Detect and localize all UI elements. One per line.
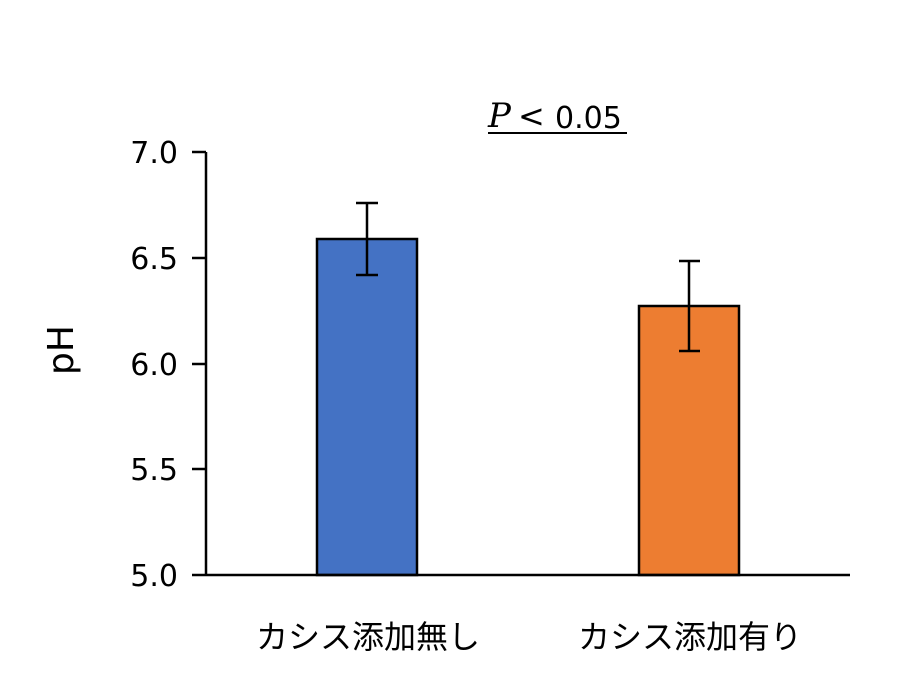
y-tick-label: 7.0 [130,136,178,171]
y-axis: 5.0 5.5 6.0 6.5 7.0 pH [41,136,208,594]
y-tick-label: 6.5 [130,242,178,277]
y-axis-label: pH [41,325,82,375]
x-tick-label: カシス添加無し [256,618,480,656]
x-axis: カシス添加無し カシス添加有り [206,573,850,656]
significance-annotation: P < 0.05 [487,96,627,136]
bar-series [315,201,741,577]
y-tick-label: 6.0 [130,348,178,383]
y-tick-label: 5.5 [130,453,178,488]
p-value-text: < [518,97,545,135]
bar-no-cassis [315,237,419,577]
x-tick-label: カシス添加有り [578,618,802,656]
y-tick-label: 5.0 [130,559,178,594]
p-symbol: P [487,96,512,136]
p-value-number: 0.05 [555,101,622,136]
